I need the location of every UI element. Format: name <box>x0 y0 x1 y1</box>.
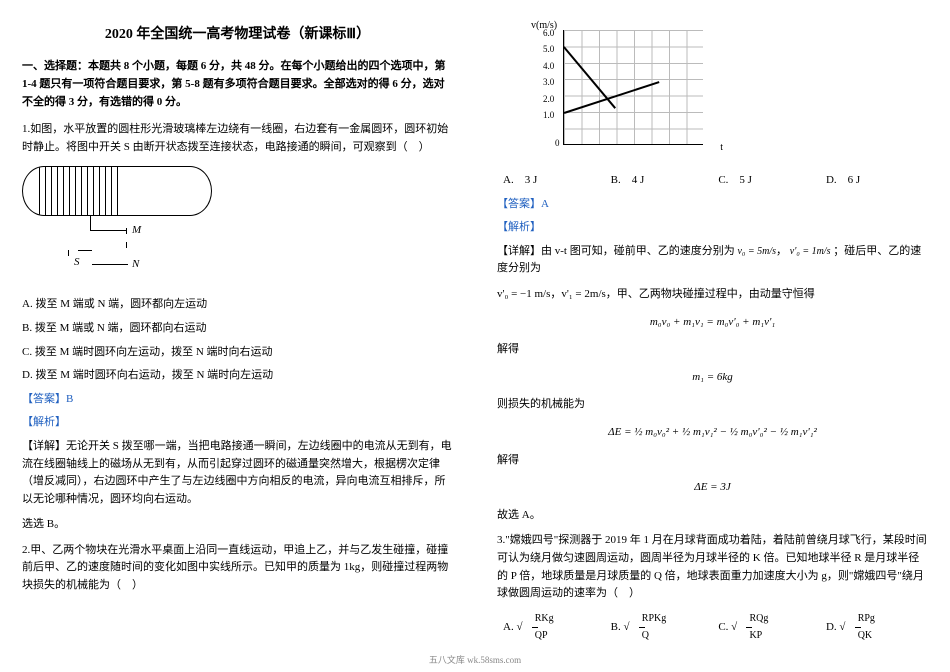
ytick-4: 4.0 <box>543 59 554 73</box>
q3-B-den: Q <box>639 628 645 644</box>
q2-mass-result: m₁ = 6kg <box>497 369 928 387</box>
q1-analysis-label: 【解析】 <box>22 414 453 432</box>
q2-chart: v(m/s) t 6.0 5.0 4.0 3.0 2.0 1.0 0 <box>537 24 717 164</box>
ytick-5: 5.0 <box>543 42 554 56</box>
q3-option-A: A. √RKgQP <box>503 611 605 644</box>
q3-B-label: B. <box>611 621 621 633</box>
chart-xlabel: t <box>720 140 723 156</box>
q2-loss-label: 则损失的机械能为 <box>497 396 928 414</box>
page-title: 2020 年全国统一高考物理试卷（新课标Ⅲ） <box>22 24 453 46</box>
q1-option-C: C. 拨至 M 端时圆环向左运动，拨至 N 端时向右运动 <box>22 344 453 362</box>
q3-D-den: QK <box>855 628 861 644</box>
q2-after-values: v'₀ = −1 m/s，v'₁ = 2m/s，甲、乙两物块碰撞过程中，由动量守… <box>497 286 928 304</box>
q3-A-label: A. <box>503 621 514 633</box>
chart-grid <box>563 30 703 145</box>
label-S: S <box>74 254 80 272</box>
ytick-6: 6.0 <box>543 26 554 40</box>
q2-detail-line1: 【详解】由 v-t 图可知，碰前甲、乙的速度分别为 v₀ = 5m/s， v'₀… <box>497 243 928 278</box>
section-1-heading: 一、选择题：本题共 8 个小题，每题 6 分，共 48 分。在每个小题给出的四个… <box>22 58 453 111</box>
q1-figure: M N S <box>22 166 222 286</box>
q2-momentum-eq: m₀v₀ + m₁v₁ = m₀v'₀ + m₁v'₁ <box>497 314 928 332</box>
cylinder-icon <box>22 166 212 216</box>
q2-v-yi: v'₀ = 1m/s <box>790 246 831 257</box>
q3-A-den: QP <box>532 628 538 644</box>
q3-C-num: RQg <box>746 611 752 628</box>
ytick-1: 1.0 <box>543 108 554 122</box>
ytick-2: 2.0 <box>543 92 554 106</box>
q3-A-num: RKg <box>532 611 538 628</box>
q2-solve1: 解得 <box>497 341 928 359</box>
chart-line-2 <box>564 81 660 113</box>
q3-D-num: RPg <box>855 611 861 628</box>
circuit-diagram: M N S <box>62 216 182 281</box>
q1-options: A. 拨至 M 端或 N 端，圆环都向左运动 B. 拨至 M 端或 N 端，圆环… <box>22 296 453 384</box>
q3-C-label: C. <box>718 621 728 633</box>
label-N: N <box>132 256 139 274</box>
q2-energy-eq: ΔE = ½ m₀v₀² + ½ m₁v₁² − ½ m₀v'₀² − ½ m₁… <box>497 424 928 442</box>
q1-option-B: B. 拨至 M 端或 N 端，圆环都向右运动 <box>22 320 453 338</box>
q2-option-D: D. 6 J <box>826 172 928 190</box>
q2-v-jia: v₀ = 5m/s <box>737 246 776 257</box>
q1-detail: 【详解】无论开关 S 拨至哪一端，当把电路接通一瞬间，左边线圈中的电流从无到有，… <box>22 438 453 508</box>
q3-option-C: C. √RQgKP <box>718 611 820 644</box>
q1-option-A: A. 拨至 M 端或 N 端，圆环都向左运动 <box>22 296 453 314</box>
q1-answer: 【答案】B <box>22 391 453 409</box>
q3-stem: 3."嫦娥四号"探测器于 2019 年 1 月在月球背面成功着陆，着陆前曾绕月球… <box>497 532 928 602</box>
q2-option-C: C. 5 J <box>718 172 820 190</box>
ytick-3: 3.0 <box>543 75 554 89</box>
q1-choose: 选选 B。 <box>22 516 453 534</box>
q3-D-label: D. <box>826 621 837 633</box>
q1-stem: 1.如图，水平放置的圆柱形光滑玻璃棒左边绕有一线圈，右边套有一金属圆环，圆环初始… <box>22 121 453 156</box>
q3-B-num: RPKg <box>639 611 645 628</box>
label-M: M <box>132 222 141 240</box>
q2-answer: 【答案】A <box>497 196 928 214</box>
q2-solve2: 解得 <box>497 452 928 470</box>
q2-option-B: B. 4 J <box>611 172 713 190</box>
page-footer: 五八文库 wk.58sms.com <box>0 653 950 666</box>
q2-deltaE: ΔE = 3J <box>497 479 928 497</box>
coil-lines <box>39 167 121 215</box>
q2-choose: 故选 A。 <box>497 507 928 525</box>
q3-option-D: D. √RPgQK <box>826 611 928 644</box>
q2-detail-prefix: 【详解】由 v-t 图可知，碰前甲、乙的速度分别为 <box>497 245 735 257</box>
q3-options: A. √RKgQP B. √RPKgQ C. √RQgKP D. √RPgQK <box>503 611 928 644</box>
q2-analysis-label: 【解析】 <box>497 219 928 237</box>
q2-options: A. 3 J B. 4 J C. 5 J D. 6 J <box>503 172 928 190</box>
q3-option-B: B. √RPKgQ <box>611 611 713 644</box>
q2-option-A: A. 3 J <box>503 172 605 190</box>
q3-C-den: KP <box>746 628 752 644</box>
q2-stem: 2.甲、乙两个物块在光滑水平桌面上沿同一直线运动，甲追上乙，并与乙发生碰撞，碰撞… <box>22 542 453 595</box>
ytick-0: 0 <box>555 136 560 150</box>
q1-option-D: D. 拨至 M 端时圆环向右运动，拨至 N 端时向左运动 <box>22 367 453 385</box>
